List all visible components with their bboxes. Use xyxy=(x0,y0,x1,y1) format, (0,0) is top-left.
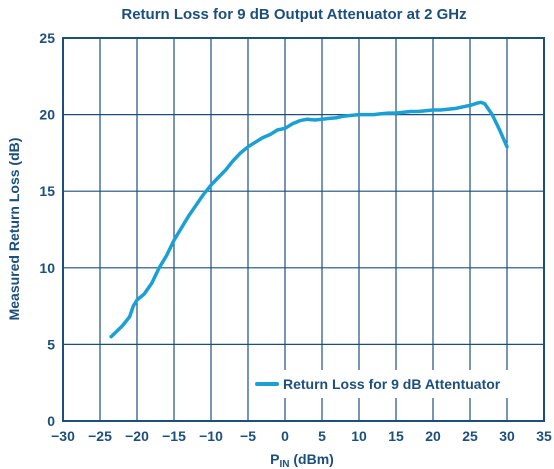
x-tick-label: 35 xyxy=(536,428,552,444)
x-tick-label: 0 xyxy=(281,428,289,444)
x-axis-label: PIN (dBm) xyxy=(270,451,334,469)
x-axis-label-subscript: IN xyxy=(280,459,290,469)
y-tick-label: 10 xyxy=(39,260,55,276)
y-tick-label: 0 xyxy=(47,413,55,429)
x-tick-label: −20 xyxy=(125,428,149,444)
y-tick-label: 25 xyxy=(39,30,55,46)
x-tick-labels: −30 −25 −20 −15 −10 −5 0 5 10 15 20 25 30 35 xyxy=(51,428,552,444)
x-tick-label: −30 xyxy=(51,428,75,444)
chart-title: Return Loss for 9 dB Output Attenuator a… xyxy=(121,6,466,23)
x-tick-label: 15 xyxy=(388,428,404,444)
legend: Return Loss for 9 dB Attentuator xyxy=(250,370,534,398)
y-tick-label: 20 xyxy=(39,107,55,123)
x-axis-label-main: P xyxy=(270,451,279,467)
x-tick-label: −25 xyxy=(88,428,112,444)
x-tick-label: 30 xyxy=(499,428,515,444)
series-layer xyxy=(109,100,509,339)
plot-frame xyxy=(62,37,545,422)
x-tick-label: 25 xyxy=(462,428,478,444)
x-tick-label: 20 xyxy=(425,428,441,444)
x-tick-label: −5 xyxy=(240,428,256,444)
x-tick-label: 10 xyxy=(351,428,367,444)
y-tick-label: 5 xyxy=(47,336,55,352)
x-tick-label: −10 xyxy=(199,428,223,444)
y-axis-label: Measured Return Loss (dB) xyxy=(6,138,22,321)
grid-lines xyxy=(62,37,545,422)
legend-label: Return Loss for 9 dB Attentuator xyxy=(283,376,501,392)
x-tick-label: −15 xyxy=(162,428,186,444)
y-tick-labels: 0 5 10 15 20 25 xyxy=(39,30,55,429)
x-tick-label: 5 xyxy=(318,428,326,444)
y-tick-label: 15 xyxy=(39,183,55,199)
legend-background xyxy=(250,370,534,398)
series-line xyxy=(109,100,509,339)
x-axis-label-unit: (dBm) xyxy=(290,451,334,467)
